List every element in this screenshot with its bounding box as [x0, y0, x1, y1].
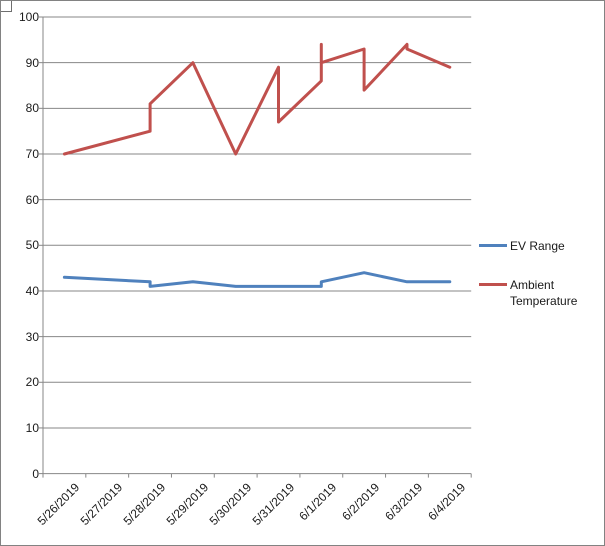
- y-axis-label: 60: [25, 192, 39, 207]
- legend-item-ev-range[interactable]: EV Range: [479, 238, 601, 254]
- y-axis-label: 100: [18, 10, 39, 24]
- y-axis-label: 10: [25, 420, 39, 435]
- y-axis-label: 20: [25, 375, 39, 390]
- y-axis-label: 70: [25, 146, 39, 161]
- ev-range-line-swatch: [479, 244, 507, 247]
- ambient-temperature-line[interactable]: [62, 42, 452, 156]
- corner-artifact: [1, 1, 12, 12]
- y-axis-label: 0: [32, 466, 39, 481]
- legend: EV Range Ambient Temperature: [479, 238, 601, 332]
- legend-label-ambient-temperature: Ambient Temperature: [510, 278, 578, 308]
- y-axis-label: 50: [25, 238, 39, 253]
- ev-range-line[interactable]: [62, 271, 452, 288]
- legend-label-ev-range: EV Range: [510, 239, 565, 253]
- y-axis-label: 80: [25, 101, 39, 116]
- ambient-temperature-line-swatch: [479, 283, 507, 286]
- y-axis-label: 40: [25, 283, 39, 298]
- legend-item-ambient-temperature[interactable]: Ambient Temperature: [479, 277, 601, 309]
- y-axis-label: 90: [25, 55, 39, 70]
- y-axis-label: 30: [25, 329, 39, 344]
